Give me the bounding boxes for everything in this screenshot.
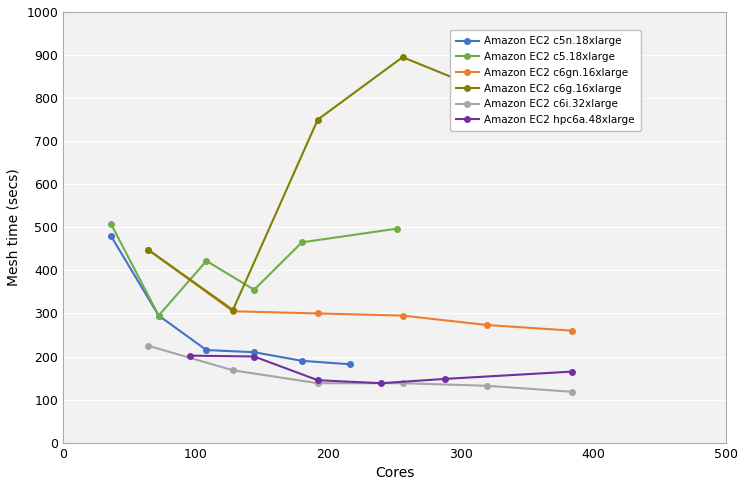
Amazon EC2 c5.18xlarge — [107, 221, 115, 227]
Amazon EC2 c6i.32xlarge — [144, 343, 153, 349]
Legend: Amazon EC2 c5n.18xlarge, Amazon EC2 c5.18xlarge, Amazon EC2 c6gn.16xlarge, Amazo: Amazon EC2 c5n.18xlarge, Amazon EC2 c5.1… — [449, 30, 641, 131]
Amazon EC2 c5n.18xlarge — [107, 233, 115, 239]
Amazon EC2 c5.18xlarge — [202, 258, 211, 264]
Amazon EC2 c5.18xlarge — [154, 313, 163, 318]
Amazon EC2 c6g.16xlarge — [229, 307, 238, 313]
Line: Amazon EC2 c5n.18xlarge: Amazon EC2 c5n.18xlarge — [108, 233, 352, 367]
Amazon EC2 c6i.32xlarge — [314, 380, 323, 386]
Amazon EC2 c6g.16xlarge — [483, 89, 492, 94]
Amazon EC2 c6g.16xlarge — [398, 54, 407, 60]
Amazon EC2 c5n.18xlarge — [202, 347, 211, 353]
Amazon EC2 c5n.18xlarge — [154, 313, 163, 318]
Line: Amazon EC2 hpc6a.48xlarge: Amazon EC2 hpc6a.48xlarge — [188, 353, 575, 386]
Amazon EC2 c5.18xlarge — [297, 240, 306, 245]
Amazon EC2 c6gn.16xlarge — [144, 247, 153, 253]
Amazon EC2 c6g.16xlarge — [144, 247, 153, 253]
Amazon EC2 c5n.18xlarge — [250, 349, 259, 355]
Amazon EC2 hpc6a.48xlarge — [568, 369, 577, 375]
Amazon EC2 c5n.18xlarge — [345, 361, 354, 367]
Amazon EC2 hpc6a.48xlarge — [186, 353, 195, 358]
Line: Amazon EC2 c6i.32xlarge: Amazon EC2 c6i.32xlarge — [145, 343, 575, 394]
Amazon EC2 hpc6a.48xlarge — [314, 377, 323, 383]
Amazon EC2 hpc6a.48xlarge — [377, 380, 386, 386]
Y-axis label: Mesh time (secs): Mesh time (secs) — [7, 169, 21, 286]
Amazon EC2 c5.18xlarge — [393, 225, 402, 231]
Amazon EC2 c5.18xlarge — [250, 287, 259, 293]
Amazon EC2 c6gn.16xlarge — [483, 322, 492, 328]
Amazon EC2 c6gn.16xlarge — [568, 328, 577, 334]
Line: Amazon EC2 c5.18xlarge: Amazon EC2 c5.18xlarge — [108, 221, 400, 318]
Amazon EC2 hpc6a.48xlarge — [250, 354, 259, 359]
Amazon EC2 c5n.18xlarge — [297, 358, 306, 364]
Amazon EC2 c6i.32xlarge — [229, 367, 238, 373]
Amazon EC2 c6g.16xlarge — [314, 117, 323, 123]
Amazon EC2 hpc6a.48xlarge — [440, 376, 449, 382]
Amazon EC2 c6i.32xlarge — [568, 389, 577, 395]
Line: Amazon EC2 c6gn.16xlarge: Amazon EC2 c6gn.16xlarge — [145, 247, 575, 334]
X-axis label: Cores: Cores — [375, 466, 414, 480]
Amazon EC2 c6i.32xlarge — [398, 380, 407, 386]
Amazon EC2 c6gn.16xlarge — [229, 308, 238, 314]
Amazon EC2 c6gn.16xlarge — [314, 311, 323, 317]
Amazon EC2 c6i.32xlarge — [483, 383, 492, 389]
Amazon EC2 c6gn.16xlarge — [398, 313, 407, 318]
Amazon EC2 c6g.16xlarge — [568, 96, 577, 102]
Line: Amazon EC2 c6g.16xlarge: Amazon EC2 c6g.16xlarge — [145, 55, 575, 313]
